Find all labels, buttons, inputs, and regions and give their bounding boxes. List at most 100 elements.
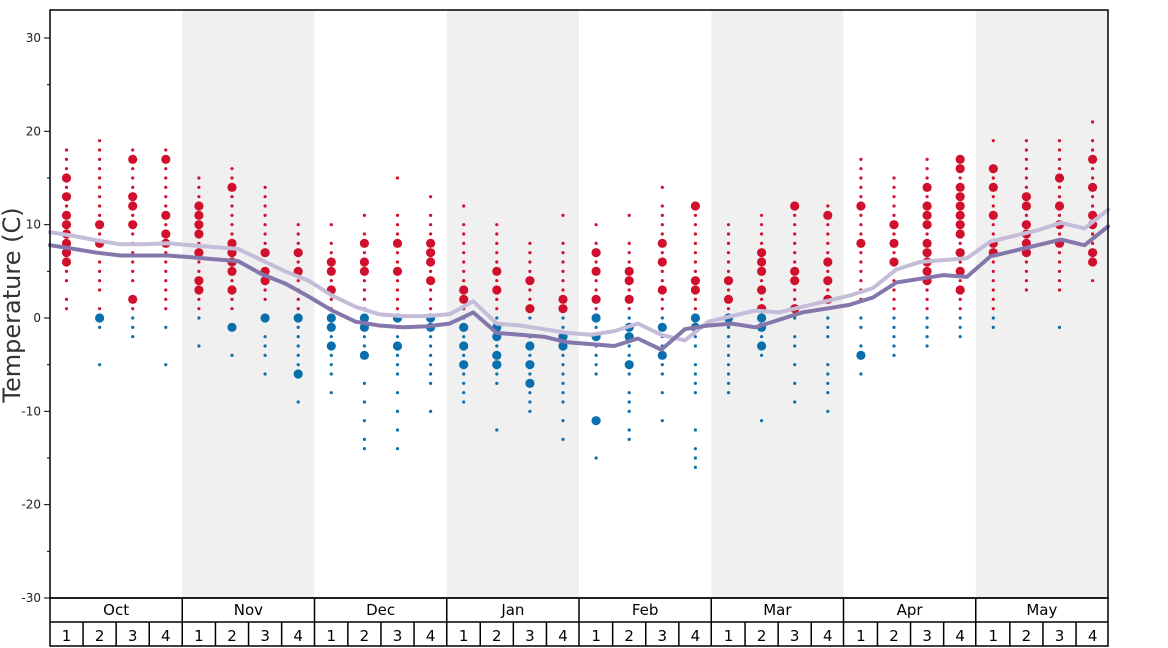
temperature-dot <box>230 279 234 283</box>
temperature-dot <box>528 288 532 292</box>
temperature-dot <box>793 363 797 367</box>
temperature-dot <box>359 313 369 323</box>
temperature-dot <box>726 353 731 357</box>
temperature-dot <box>1024 279 1028 283</box>
temperature-dot <box>760 335 764 339</box>
temperature-dot <box>194 285 204 295</box>
temperature-dot <box>429 372 433 376</box>
temperature-dot <box>991 223 995 227</box>
temperature-dot <box>263 204 267 208</box>
temperature-dot <box>1057 325 1062 329</box>
temperature-dot <box>227 266 237 276</box>
temperature-dot <box>660 363 664 367</box>
temperature-dot <box>164 195 168 199</box>
temperature-dot <box>528 409 532 413</box>
temperature-dot <box>1021 201 1031 211</box>
temperature-dot <box>859 223 863 227</box>
y-axis-label: Temperature (C) <box>0 207 26 403</box>
temperature-dot <box>624 360 634 370</box>
temperature-dot <box>793 232 797 236</box>
temperature-dot <box>495 316 499 320</box>
temperature-dot <box>859 167 863 171</box>
temperature-dot <box>131 307 135 311</box>
temperature-dot <box>856 238 866 248</box>
temperature-dot <box>61 192 72 202</box>
temperature-dot <box>61 210 72 220</box>
temperature-dot <box>98 288 102 292</box>
temperature-dot <box>892 185 896 189</box>
temperature-dot <box>561 419 565 423</box>
temperature-dot <box>594 325 598 329</box>
temperature-dot <box>693 372 698 376</box>
temperature-dot <box>660 316 664 320</box>
temperature-dot <box>359 238 369 248</box>
temperature-dot <box>726 307 731 311</box>
temperature-dot <box>429 344 433 348</box>
temperature-dot <box>161 229 171 239</box>
temperature-dot <box>594 456 598 460</box>
temperature-dot <box>392 341 403 351</box>
temperature-dot <box>991 260 995 264</box>
temperature-dot <box>462 279 466 283</box>
temperature-dot <box>859 185 863 189</box>
temperature-dot <box>395 428 400 432</box>
temperature-dot <box>61 257 72 267</box>
temperature-dot <box>991 297 995 301</box>
temperature-dot <box>892 204 896 208</box>
temperature-dot <box>296 279 300 283</box>
temperature-dot <box>263 335 267 339</box>
temperature-dot <box>197 316 201 320</box>
month-shade-mar <box>711 10 844 598</box>
temperature-dot <box>197 344 201 348</box>
temperature-dot <box>790 276 800 286</box>
temperature-dot <box>690 201 701 211</box>
temperature-dot <box>859 344 863 348</box>
temperature-dot <box>164 325 168 329</box>
temperature-dot <box>627 391 631 395</box>
temperature-dot <box>164 251 168 255</box>
temperature-dot <box>955 220 965 230</box>
temperature-dot <box>64 279 69 283</box>
temperature-dot <box>230 297 234 301</box>
temperature-dot <box>1057 157 1062 161</box>
week-label: 4 <box>426 627 436 645</box>
temperature-dot <box>793 260 797 264</box>
temperature-dot <box>660 297 664 301</box>
month-shade-may <box>975 10 1108 598</box>
temperature-dot <box>826 372 830 376</box>
temperature-dot <box>495 428 499 432</box>
temperature-dot <box>359 350 369 360</box>
temperature-dot <box>793 251 797 255</box>
temperature-dot <box>131 232 135 236</box>
temperature-dot <box>64 307 69 311</box>
temperature-dot <box>161 210 171 220</box>
y-tick-label: -10 <box>21 404 41 418</box>
temperature-dot <box>128 294 138 304</box>
temperature-dot <box>991 288 995 292</box>
temperature-dot <box>925 232 929 236</box>
temperature-dot <box>627 400 631 404</box>
temperature-dot <box>790 201 800 211</box>
temperature-dot <box>922 220 932 230</box>
temperature-dot <box>128 220 138 230</box>
temperature-dot <box>230 213 234 217</box>
temperature-dot <box>726 372 731 376</box>
temperature-dot <box>61 220 72 230</box>
temperature-dot <box>591 313 601 323</box>
temperature-dot <box>395 391 400 395</box>
temperature-dot <box>459 285 469 295</box>
week-label: 4 <box>1088 627 1098 645</box>
temperature-dot <box>922 182 932 192</box>
temperature-dot <box>660 391 664 395</box>
temperature-dot <box>98 269 102 273</box>
temperature-dot <box>1054 201 1065 211</box>
temperature-dot <box>793 213 797 217</box>
temperature-dot <box>362 213 366 217</box>
temperature-dot <box>98 148 102 152</box>
temperature-dot <box>263 344 267 348</box>
y-tick-label: -30 <box>21 591 41 605</box>
temperature-dot <box>329 372 333 376</box>
temperature-dot <box>429 269 433 273</box>
temperature-dot <box>826 335 830 339</box>
temperature-dot <box>495 381 499 385</box>
